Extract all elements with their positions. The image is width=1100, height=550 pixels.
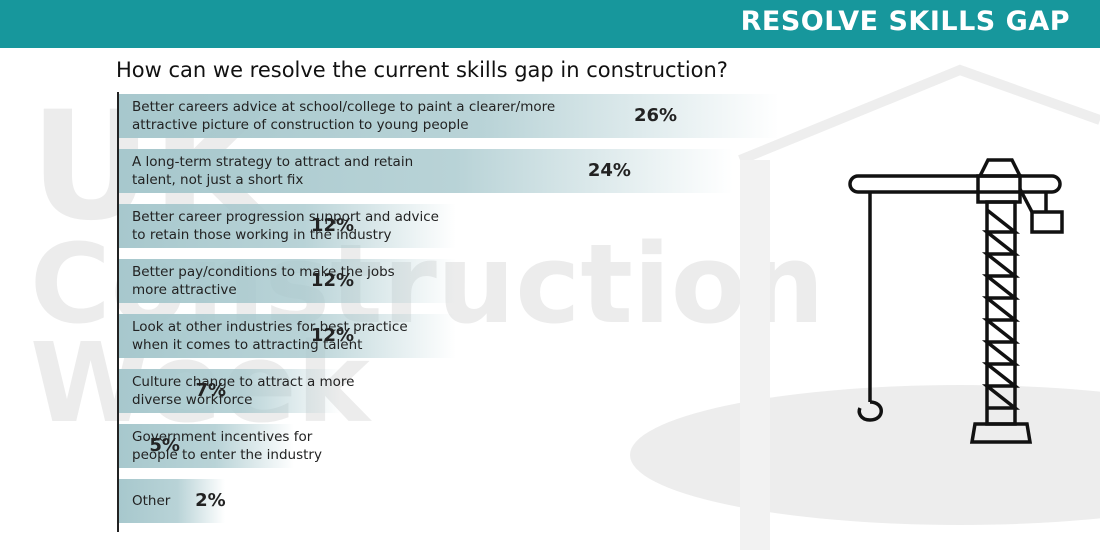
bar (119, 94, 779, 138)
bar (119, 424, 295, 468)
bar (119, 314, 456, 358)
bar-label: Better careers advice at school/college … (132, 99, 556, 115)
bar (119, 479, 226, 523)
bar (119, 149, 733, 193)
bar-label: Better career progression support and ad… (132, 209, 439, 225)
value-label: 7% (195, 380, 227, 401)
bg-wall (740, 160, 770, 550)
bar-label: Culture change to attract a more (132, 374, 355, 390)
bar-label: attractive picture of construction to yo… (132, 117, 469, 133)
value-label: 12% (310, 215, 355, 236)
bar-label: Government incentives for (132, 429, 313, 445)
value-label: 5% (149, 435, 180, 456)
value-label: 12% (310, 270, 355, 291)
chart-title: How can we resolve the current skills ga… (116, 58, 728, 82)
bar-label: to retain those working in the industry (132, 227, 392, 243)
value-label: 26% (634, 105, 678, 126)
bar-label: A long-term strategy to attract and reta… (132, 154, 414, 170)
bar-label: when it comes to attracting talent (132, 337, 363, 353)
crane (848, 158, 1064, 444)
banner (0, 0, 1100, 48)
bg-roof (738, 64, 1100, 165)
bar-label: Better pay/conditions to make the jobs (132, 264, 395, 280)
bar-label: talent, not just a short fix (132, 172, 304, 188)
banner-title: RESOLVE SKILLS GAP (740, 6, 1070, 37)
bar-label: people to enter the industry (132, 447, 322, 463)
value-label: 24% (587, 160, 631, 181)
value-label: 2% (195, 490, 226, 511)
value-label: 12% (310, 325, 355, 346)
bar-label: diverse workforce (132, 392, 253, 408)
bar (119, 204, 456, 248)
bar-label: Look at other industries for best practi… (132, 319, 408, 335)
bar (119, 259, 456, 303)
bar-label: more attractive (132, 282, 237, 298)
bar (119, 369, 341, 413)
bar-label: Other (132, 493, 171, 509)
axis-line (117, 92, 119, 532)
bg-ellipse (630, 385, 1100, 525)
